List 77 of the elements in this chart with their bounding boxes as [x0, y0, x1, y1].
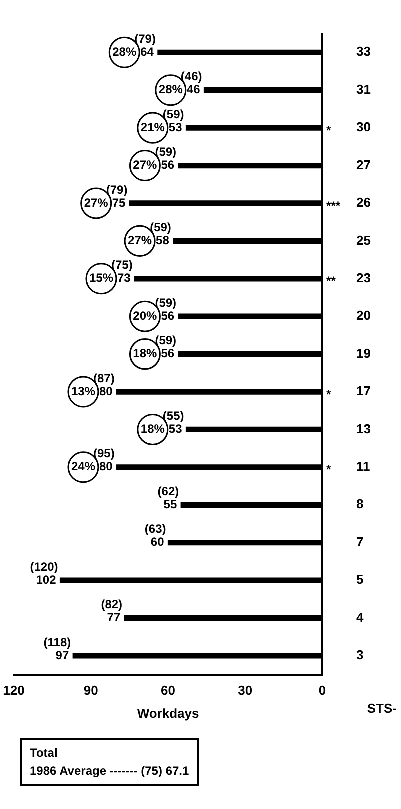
- annotation: 28%: [158, 82, 184, 97]
- data-label: 80: [99, 460, 114, 474]
- annotation: (59): [155, 296, 177, 310]
- data-label: 80: [99, 384, 114, 398]
- annotation: (46): [180, 70, 202, 84]
- y-tick-label: 8: [356, 496, 364, 512]
- x-tick-label: 30: [238, 683, 253, 698]
- annotation: ***: [326, 198, 341, 213]
- y-tick-label: 27: [356, 157, 372, 172]
- annotation: 27%: [84, 196, 109, 210]
- annotation: (95): [94, 446, 115, 461]
- annotation: (118): [44, 635, 72, 650]
- annotation: (75): [112, 258, 133, 272]
- data-label: 56: [161, 308, 175, 323]
- y-tick-label: 7: [356, 534, 364, 550]
- text: Total: [30, 745, 59, 762]
- data-label: 53: [168, 422, 183, 436]
- y-tick-label: 30: [356, 120, 372, 135]
- annotation: (62): [158, 484, 180, 498]
- data-label: 97: [56, 648, 70, 662]
- data-label: 102: [36, 572, 57, 587]
- y-tick-label: 31: [356, 82, 372, 97]
- annotation: (87): [94, 371, 115, 386]
- y-tick-label: 17: [356, 384, 372, 399]
- annotation: 24%: [71, 460, 96, 474]
- y-tick-label: 19: [356, 346, 372, 361]
- annotation: (82): [101, 598, 123, 612]
- y-tick-label: 11: [356, 458, 370, 474]
- data-label: 53: [168, 120, 183, 134]
- annotation: (55): [162, 409, 184, 424]
- y-tick-label: 4: [356, 610, 365, 625]
- annotation: 27%: [128, 233, 152, 248]
- data-label: 58: [156, 233, 170, 248]
- data-label: 56: [161, 346, 175, 361]
- y-tick-label: 5: [356, 572, 364, 588]
- data-label: 46: [186, 82, 201, 97]
- text: 1986 Average ------- (75) 67.1: [30, 763, 190, 780]
- x-tick-label: 90: [84, 683, 98, 698]
- x-tick-label: 0: [318, 683, 326, 698]
- y-axis-title: STS-: [367, 700, 397, 716]
- annotation: (59): [155, 334, 177, 348]
- data-label: 55: [164, 497, 178, 512]
- annotation: 18%: [140, 422, 166, 436]
- annotation: 27%: [133, 158, 158, 172]
- annotation: *: [326, 387, 332, 402]
- y-tick-label: 3: [356, 648, 364, 663]
- x-axis-title: Workdays: [137, 706, 200, 721]
- annotation: (59): [150, 220, 172, 234]
- data-label: 75: [112, 196, 126, 210]
- annotation: 20%: [133, 308, 158, 323]
- x-tick-label: 120: [3, 683, 25, 698]
- annotation: (79): [134, 32, 156, 46]
- data-label: 73: [117, 271, 132, 286]
- annotation: 15%: [89, 271, 114, 286]
- annotation: 21%: [140, 120, 166, 134]
- y-tick-label: 20: [356, 308, 372, 324]
- annotation: (59): [162, 107, 184, 122]
- y-tick-label: 25: [356, 232, 372, 248]
- annotation: 28%: [112, 44, 137, 59]
- y-tick-label: 23: [356, 270, 372, 286]
- data-label: 56: [161, 158, 175, 172]
- annotation: *: [326, 123, 332, 138]
- y-tick-label: 26: [356, 195, 372, 210]
- annotation: (59): [155, 145, 177, 160]
- data-label: 64: [140, 44, 154, 59]
- annotation: (79): [106, 182, 128, 197]
- annotation: 13%: [71, 384, 96, 398]
- annotation: 18%: [133, 346, 158, 361]
- y-tick-label: 33: [356, 44, 372, 60]
- data-label: 77: [107, 610, 121, 625]
- x-tick-label: 60: [161, 683, 176, 698]
- annotation: (63): [144, 522, 166, 536]
- annotation: **: [326, 274, 336, 288]
- annotation: (120): [30, 560, 58, 574]
- data-label: 60: [150, 535, 165, 550]
- y-tick-label: 13: [356, 421, 372, 436]
- annotation: *: [326, 462, 332, 477]
